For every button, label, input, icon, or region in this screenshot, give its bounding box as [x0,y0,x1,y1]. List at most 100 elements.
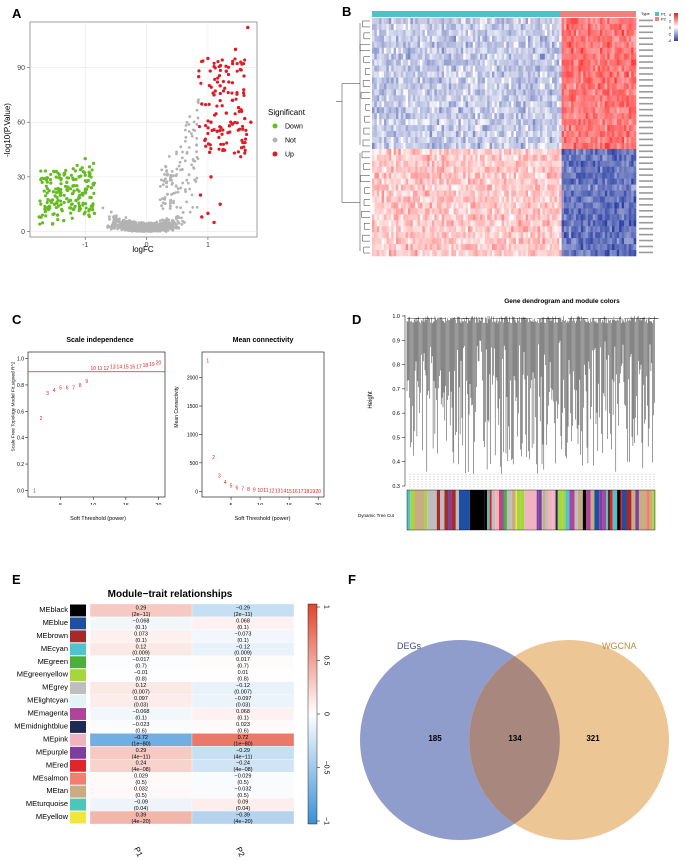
heatmap-cell [432,107,435,114]
heatmap-cell [453,154,457,162]
heatmap-cell [434,166,438,173]
heatmap-cell [460,113,464,120]
heatmap-cell [468,178,471,185]
heatmap-cell [576,83,579,90]
heatmap-cell [484,113,488,120]
heatmap-cell [427,71,430,78]
heatmap-cell [537,23,541,31]
heatmap-cell [571,113,574,120]
heatmap-cell [588,35,591,43]
heatmap-cell [576,18,579,25]
volcano-point [181,150,184,154]
volcano-point [125,221,129,224]
heatmap-cell [417,154,421,162]
heatmap-cell [458,178,462,185]
heatmap-cell [494,35,498,43]
heatmap-cell [451,125,454,132]
heatmap-cell [571,125,574,132]
heatmap-cell [420,142,423,150]
legend-dot-not [272,137,278,143]
heatmap-cell [518,59,522,66]
heatmap-cell [628,137,632,144]
heatmap-cell [523,172,526,179]
heatmap-cell [475,23,478,31]
heatmap-cell [487,172,490,179]
heatmap-cell [554,95,558,102]
heatmap-cell [628,71,632,78]
heatmap-cell [420,83,423,90]
volcano-point-down [60,209,64,213]
heatmap-cell [624,113,627,120]
heatmap-cell [372,89,375,96]
heatmap-cell [451,166,454,173]
heatmap-cell [427,101,430,108]
heatmap-cell [403,71,406,78]
heatmap-cell [496,29,500,37]
heatmap-cell [468,137,471,144]
heatmap-cell [600,29,603,37]
heatmap-cell [381,172,385,179]
heatmap-cell [597,18,601,25]
heatmap-cell [489,202,493,209]
heatmap-cell [405,95,409,102]
heatmap-cell [374,18,378,25]
heatmap-cell [607,119,610,126]
heatmap-cell [604,184,608,191]
heatmap-cell [391,119,394,126]
heatmap-cell [405,83,409,90]
heatmap-cell [568,41,572,49]
heatmap-cell [388,208,392,215]
heatmap-cell [384,65,387,72]
heatmap-cell [631,89,634,96]
heatmap-cell [448,101,452,108]
heatmap-cell [475,53,478,60]
heatmap-cell [604,196,608,203]
heatmap-cell [595,47,598,54]
heatmap-cell [432,196,435,203]
heatmap-cell [561,59,565,66]
heatmap-cell [590,131,594,138]
heatmap-cell [612,95,615,102]
heatmap-cell [588,178,591,185]
heatmap-cell [633,166,637,173]
heatmap-cell [600,53,603,60]
heatmap-cell [595,160,598,168]
heatmap-cell [434,53,438,60]
heatmap-cell [583,119,586,126]
heatmap-cell [513,154,517,162]
heatmap-cell [513,190,517,197]
heatmap-cell [573,95,577,102]
heatmap-cell [516,101,519,108]
heatmap-cell [583,166,586,173]
volcano-point-up [197,74,201,79]
heatmap-cell [532,47,536,54]
heatmap-cell [379,208,382,215]
heatmap-cell [372,83,375,90]
heatmap-cell [489,95,493,102]
heatmap-cell [616,166,620,173]
heatmap-cell [453,53,457,60]
heatmap-cell [410,160,414,168]
heatmap-cell [604,89,608,96]
heatmap-cell [597,166,601,173]
heatmap-cell [626,77,630,84]
heatmap-dendro-branch [364,187,370,194]
heatmap-cell [578,125,582,132]
heatmap-cell [559,83,562,90]
heatmap-cell [439,208,442,215]
heatmap-cell [492,89,495,96]
heatmap-cell [499,29,502,37]
heatmap-cell [496,71,500,78]
heatmap-cell [384,172,387,179]
heatmap-cell [580,131,584,138]
heatmap-cell [535,154,538,162]
heatmap-cell [470,125,474,132]
heatmap-cell [381,196,385,203]
heatmap-cell [590,137,594,144]
volcano-point [177,164,181,168]
heatmap-cell [525,113,529,120]
heatmap-cell [564,178,567,185]
heatmap-cell [408,184,411,191]
heatmap-cell [408,142,411,150]
heatmap-cell [504,41,507,49]
